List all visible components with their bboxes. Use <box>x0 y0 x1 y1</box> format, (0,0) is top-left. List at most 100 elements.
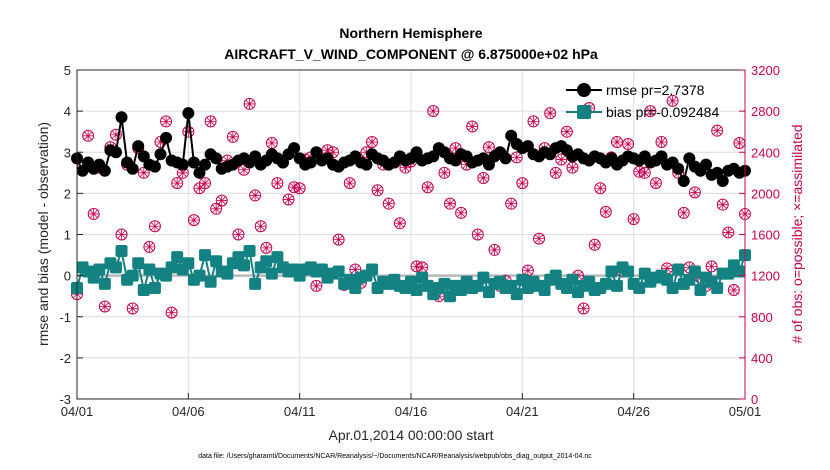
x-tick-label: 05/01 <box>729 404 762 419</box>
bias-point <box>249 277 262 290</box>
bias-point <box>438 277 451 290</box>
obs-count-marker <box>644 105 657 118</box>
obs-count-marker <box>722 226 735 239</box>
obs-count-marker <box>98 300 111 313</box>
bias-point <box>109 261 122 274</box>
bias-point <box>633 281 646 294</box>
y-right-tick-label: 3200 <box>751 63 780 78</box>
bias-point <box>366 263 379 276</box>
bias-point <box>566 273 579 286</box>
obs-count-marker <box>527 115 540 128</box>
bias-point <box>610 279 623 292</box>
y-left-tick-label: 0 <box>64 269 71 284</box>
obs-count-marker <box>115 228 128 241</box>
obs-count-marker <box>126 302 139 315</box>
bias-point <box>605 265 618 278</box>
y-right-tick-label: 2400 <box>751 145 780 160</box>
rmse-point <box>182 107 195 120</box>
bias-point <box>265 267 278 280</box>
bias-point <box>694 284 707 297</box>
bias-point <box>115 244 128 257</box>
legend-bias-label: bias pr=-0.092484 <box>606 104 719 120</box>
obs-count-marker <box>171 177 184 190</box>
bias-point <box>165 261 178 274</box>
bias-point <box>204 275 217 288</box>
obs-count-marker <box>560 125 573 138</box>
bias-point <box>538 284 551 297</box>
rmse-point <box>199 158 212 171</box>
obs-count-marker <box>577 302 590 315</box>
obs-count-marker <box>505 197 518 210</box>
obs-count-marker <box>649 177 662 190</box>
obs-count-marker <box>366 135 379 148</box>
bias-point <box>599 277 612 290</box>
obs-count-marker <box>87 207 100 220</box>
obs-count-marker <box>533 232 546 245</box>
rmse-point <box>187 156 200 169</box>
rmse-point <box>126 162 139 175</box>
y-right-tick-label: 0 <box>751 392 758 407</box>
bias-point <box>93 263 106 276</box>
obs-count-marker <box>249 189 262 202</box>
obs-count-marker <box>477 171 490 184</box>
x-tick-label: 04/21 <box>506 404 539 419</box>
obs-count-marker <box>282 193 295 206</box>
bias-point <box>688 265 701 278</box>
obs-count-marker <box>677 206 690 219</box>
rmse-point <box>672 162 685 175</box>
obs-count-marker <box>210 202 223 215</box>
obs-count-marker <box>187 214 200 227</box>
rmse-point <box>716 175 729 188</box>
y-right-tick-label: 1200 <box>751 269 780 284</box>
obs-count-marker <box>232 228 245 241</box>
obs-count-marker <box>594 182 607 195</box>
y-left-tick-label: -3 <box>59 392 71 407</box>
obs-count-marker <box>371 184 384 197</box>
obs-count-marker <box>716 198 729 211</box>
bias-point <box>210 255 223 268</box>
obs-count-marker <box>226 130 239 143</box>
chart-subtitle: AIRCRAFT_V_WIND_COMPONENT @ 6.875000e+02… <box>224 46 598 62</box>
obs-count-marker <box>416 261 429 274</box>
bias-point <box>238 259 250 272</box>
bias-point <box>666 281 679 294</box>
rmse-point <box>210 152 223 165</box>
rmse-point <box>132 140 145 153</box>
obs-count-marker <box>204 115 217 128</box>
obs-count-marker <box>271 177 284 190</box>
bias-point <box>193 269 206 282</box>
obs-count-marker <box>711 124 724 137</box>
left-axis-label: rmse and bias (model - observation) <box>35 122 51 346</box>
obs-count-marker <box>688 186 701 199</box>
obs-count-marker <box>655 135 668 148</box>
obs-count-marker <box>82 129 95 142</box>
obs-count-marker <box>555 153 568 166</box>
bias-point <box>443 290 456 303</box>
obs-count-marker <box>610 135 623 148</box>
bias-point <box>349 281 362 294</box>
obs-count-marker <box>182 125 195 138</box>
obs-count-marker <box>627 213 640 226</box>
rmse-point <box>700 158 713 171</box>
obs-count-marker <box>310 279 323 292</box>
obs-count-marker <box>165 306 178 319</box>
rmse-point <box>148 160 161 173</box>
y-right-tick-label: 2000 <box>751 186 780 201</box>
right-axis-label: # of obs: o=possible; ×=assimilated <box>789 124 805 343</box>
legend-rmse-label: rmse pr=2.7378 <box>606 82 705 98</box>
obs-count-marker <box>254 220 267 233</box>
bias-point <box>98 277 111 290</box>
y-right-tick-label: 2800 <box>751 104 780 119</box>
y-left-tick-label: 3 <box>64 145 71 160</box>
obs-count-marker <box>455 206 468 219</box>
x-axis-label: Apr.01,2014 00:00:00 start <box>328 427 493 443</box>
x-tick-label: 04/16 <box>395 404 428 419</box>
rmse-point <box>176 158 189 171</box>
bias-point <box>672 263 685 276</box>
y-left-tick-label: -2 <box>59 351 71 366</box>
rmse-series <box>71 107 751 188</box>
obs-count-marker <box>427 105 440 118</box>
rmse-point <box>115 111 128 124</box>
footnote: data file: /Users/gharamti/Documents/NCA… <box>198 453 592 460</box>
